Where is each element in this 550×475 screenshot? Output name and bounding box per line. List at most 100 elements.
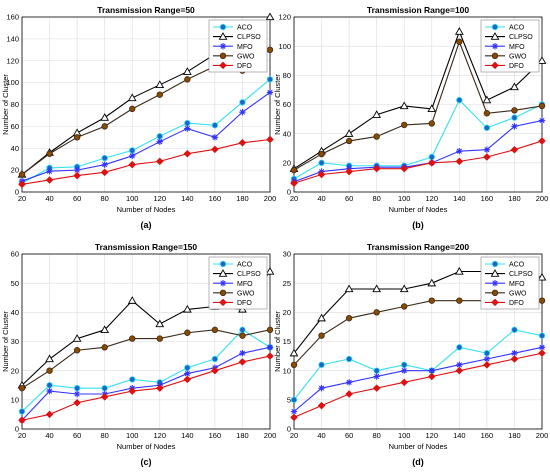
data-point: [156, 384, 164, 392]
data-point: [184, 119, 191, 127]
series-gwo: [290, 38, 546, 174]
legend-marker: [219, 61, 227, 70]
data-point: [18, 408, 26, 415]
legend-entry: ACO: [509, 25, 525, 32]
data-point: [456, 96, 463, 104]
data-point: [372, 110, 382, 118]
legend-entry: CLPSO: [509, 34, 533, 41]
data-point: [100, 393, 109, 401]
legend-marker: [491, 52, 499, 59]
data-point: [538, 297, 546, 304]
data-point: [538, 102, 546, 110]
series-line: [21, 138, 271, 185]
data-point: [183, 149, 192, 158]
data-point: [483, 124, 491, 132]
panel-label: (d): [412, 457, 424, 467]
y-tick-label: 60: [283, 100, 291, 109]
x-tick-label: 200: [536, 194, 549, 203]
x-tick-label: 180: [236, 194, 249, 203]
data-point: [265, 12, 275, 21]
data-point: [266, 326, 274, 334]
x-tick-label: 100: [126, 194, 139, 203]
data-point: [373, 133, 380, 140]
x-tick-label: 120: [426, 431, 439, 440]
x-tick-label: 120: [154, 194, 167, 203]
y-tick-label: 20: [11, 366, 19, 375]
chart-title: Transmission Range=200: [367, 242, 470, 252]
series-dfo: [18, 135, 274, 189]
series-line: [293, 140, 543, 184]
chart-title: Transmission Range=100: [367, 5, 470, 15]
data-point: [46, 387, 53, 395]
data-point: [538, 117, 546, 124]
data-point: [127, 296, 137, 304]
panel-label: (b): [412, 220, 424, 230]
legend-entry: MFO: [509, 281, 525, 288]
y-tick-label: 20: [283, 158, 291, 167]
data-point: [211, 366, 219, 375]
legend-entry: DFO: [509, 300, 524, 307]
data-point: [399, 284, 409, 293]
data-point: [345, 379, 353, 386]
data-point: [428, 120, 435, 127]
data-point: [129, 335, 136, 342]
data-point: [127, 93, 137, 102]
legend: ACO CLPSO MFO GWO DFO: [208, 256, 268, 310]
x-tick-label: 60: [345, 431, 353, 440]
data-point: [483, 349, 491, 357]
data-point: [101, 154, 108, 162]
data-point: [318, 332, 325, 339]
y-tick-label: 10: [11, 395, 19, 404]
data-point: [428, 153, 435, 161]
data-point: [46, 150, 53, 157]
data-point: [511, 123, 518, 130]
x-tick-label: 140: [181, 194, 194, 203]
legend: ACO CLPSO MFO GWO DFO: [480, 256, 540, 310]
data-point: [511, 114, 518, 121]
data-point: [73, 166, 81, 174]
legend-entry: MFO: [509, 44, 525, 51]
data-point: [344, 129, 354, 137]
data-point: [428, 372, 436, 381]
data-point: [318, 150, 325, 158]
plot-frame: [21, 253, 271, 430]
legend-marker: [219, 52, 227, 59]
data-point: [211, 355, 219, 363]
legend-entry: ACO: [237, 262, 253, 269]
y-tick-label: 15: [283, 337, 291, 346]
legend-marker: [219, 298, 227, 307]
legend-entry: ACO: [237, 25, 253, 32]
y-axis-label: Number of Cluster: [273, 74, 282, 135]
plot-frame: [21, 16, 271, 193]
data-point: [238, 358, 247, 366]
data-point: [46, 367, 53, 374]
series-line: [293, 30, 543, 170]
series-line: [293, 346, 543, 412]
x-tick-label: 20: [290, 431, 298, 440]
data-point: [101, 384, 108, 392]
data-point: [184, 370, 191, 377]
x-tick-label: 140: [181, 431, 194, 440]
data-point: [345, 314, 353, 322]
data-point: [344, 284, 354, 293]
legend-marker: [491, 298, 499, 307]
data-point: [427, 104, 437, 113]
x-tick-label: 200: [536, 431, 549, 440]
data-point: [156, 133, 163, 140]
chart-title: Transmission Range=50: [97, 5, 195, 15]
x-tick-label: 180: [508, 431, 521, 440]
plot-frame: [293, 253, 543, 430]
legend-entry: GWO: [509, 290, 527, 297]
data-point: [428, 297, 435, 304]
y-tick-label: 40: [11, 308, 19, 317]
data-point: [345, 355, 353, 363]
legend-marker: [218, 269, 228, 277]
data-point: [128, 160, 136, 169]
data-point: [18, 384, 26, 392]
series-line: [293, 329, 543, 401]
data-point: [73, 171, 81, 180]
series-line: [293, 40, 543, 171]
data-point: [156, 91, 163, 98]
